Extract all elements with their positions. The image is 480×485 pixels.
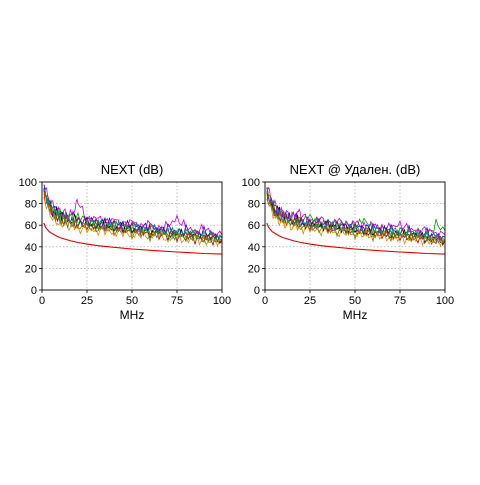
y-tick-label: 60 — [248, 220, 260, 232]
limit-line — [43, 222, 223, 255]
y-tick-label: 60 — [25, 220, 37, 232]
y-tick-label: 0 — [254, 285, 260, 297]
x-tick-label: 75 — [394, 295, 406, 307]
measured-series-line — [266, 190, 446, 246]
limit-line — [266, 222, 446, 255]
y-tick-label: 20 — [248, 263, 260, 275]
measured-series-line — [266, 188, 446, 243]
chart-title: NEXT @ Удален. (dB) — [290, 162, 421, 177]
measured-series-line — [266, 186, 446, 240]
x-axis-label: MHz — [343, 308, 368, 322]
x-tick-label: 0 — [262, 295, 268, 307]
y-tick-label: 40 — [248, 242, 260, 254]
chart-panel-1: 0 25 50 75 100 0 20 40 60 80 100 NEXT (dB) MHz — [19, 162, 232, 322]
y-tick-label: 20 — [25, 263, 37, 275]
x-tick-label: 75 — [171, 295, 183, 307]
x-tick-label: 25 — [81, 295, 93, 307]
y-tick-label: 80 — [248, 199, 260, 211]
x-tick-label: 25 — [304, 295, 316, 307]
y-tick-label: 80 — [25, 199, 37, 211]
chart-title: NEXT (dB) — [101, 162, 164, 177]
y-tick-label: 0 — [31, 285, 37, 297]
y-tick-label: 40 — [25, 242, 37, 254]
x-tick-label: 50 — [349, 295, 361, 307]
y-tick-label: 100 — [242, 177, 260, 189]
y-tick-label: 100 — [19, 177, 37, 189]
measured-series-line — [266, 198, 446, 248]
x-tick-label: 50 — [126, 295, 138, 307]
measured-series-line — [43, 191, 223, 244]
x-tick-label: 100 — [436, 295, 454, 307]
x-axis-label: MHz — [120, 308, 145, 322]
x-tick-label: 100 — [213, 295, 231, 307]
measured-series-line — [43, 188, 223, 243]
chart-panel-2: 0 25 50 75 100 0 20 40 60 80 100 NEXT @ Удален. (dB… — [242, 162, 455, 322]
measured-series-line — [43, 188, 223, 247]
x-tick-label: 0 — [39, 295, 45, 307]
